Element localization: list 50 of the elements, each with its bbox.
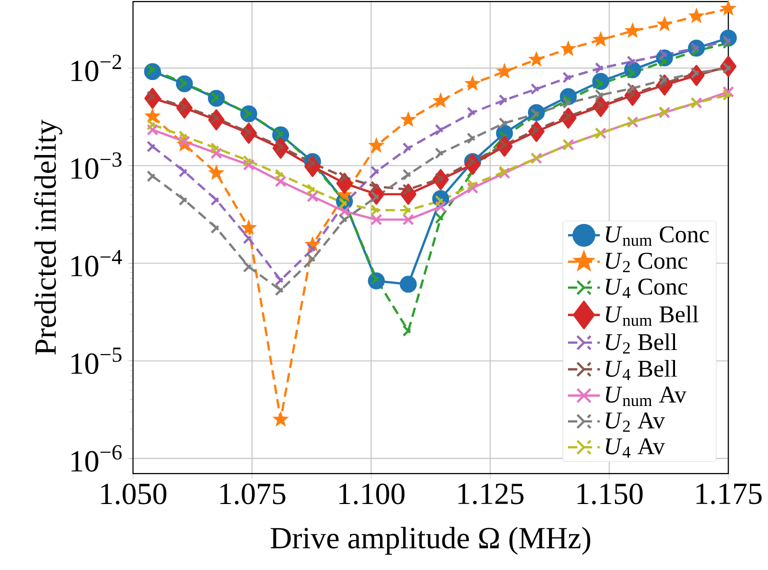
point [144,108,161,124]
x-tick-label: 1.125 [458,484,524,505]
point [146,124,158,136]
point [370,214,382,226]
x-tick-label: 1.100 [339,484,404,505]
point [274,176,286,188]
point [688,8,705,24]
x-tick-label: 1.175 [696,484,762,505]
legend-label: U$_{2}$ Bell [606,334,677,354]
legend-label: U$_{num}$ Conc [606,226,709,246]
point [400,111,417,128]
y-tick-label: 10$^{−4}$ [71,250,122,277]
y-axis-title: Predicted infidelity [34,120,62,355]
legend-label: U$_{4}$ Bell [606,360,677,380]
point [528,51,545,67]
point [178,136,190,148]
point [210,148,222,160]
point [466,182,478,194]
point [208,164,225,180]
point [656,16,673,32]
y-tick-label: 10$^{−2}$ [71,54,122,82]
point [272,411,289,427]
point [306,190,318,203]
point [432,92,449,108]
point [368,137,385,153]
y-tick-label: 10$^{−6}$ [71,445,122,472]
x-tick-label: 1.150 [577,484,643,505]
legend-label: U$_{2}$ Conc [606,252,688,272]
point [400,276,417,293]
legend-label: U$_{4}$ Conc [606,278,688,298]
legend-label: U$_{2}$ Av [606,412,665,432]
legend-label: U$_{4}$ Av [606,438,665,458]
point [338,206,350,218]
point [560,40,577,56]
point [434,201,447,213]
y-tick-label: 10$^{−5}$ [71,348,122,374]
y-tick-label: 10$^{−3}$ [71,152,122,180]
point [402,214,414,226]
x-tick-label: 1.050 [101,484,166,505]
point [624,22,641,38]
point [242,159,255,171]
point [720,0,737,16]
point [464,75,481,92]
point [722,86,734,98]
point [240,220,257,236]
legend-label: U$_{num}$ Bell [606,306,698,326]
x-axis-title: Drive amplitude Ω (MHz) [270,527,590,555]
x-tick-label: 1.075 [220,484,286,505]
point [496,63,513,79]
legend-label: U$_{num}$ Av [606,386,686,406]
